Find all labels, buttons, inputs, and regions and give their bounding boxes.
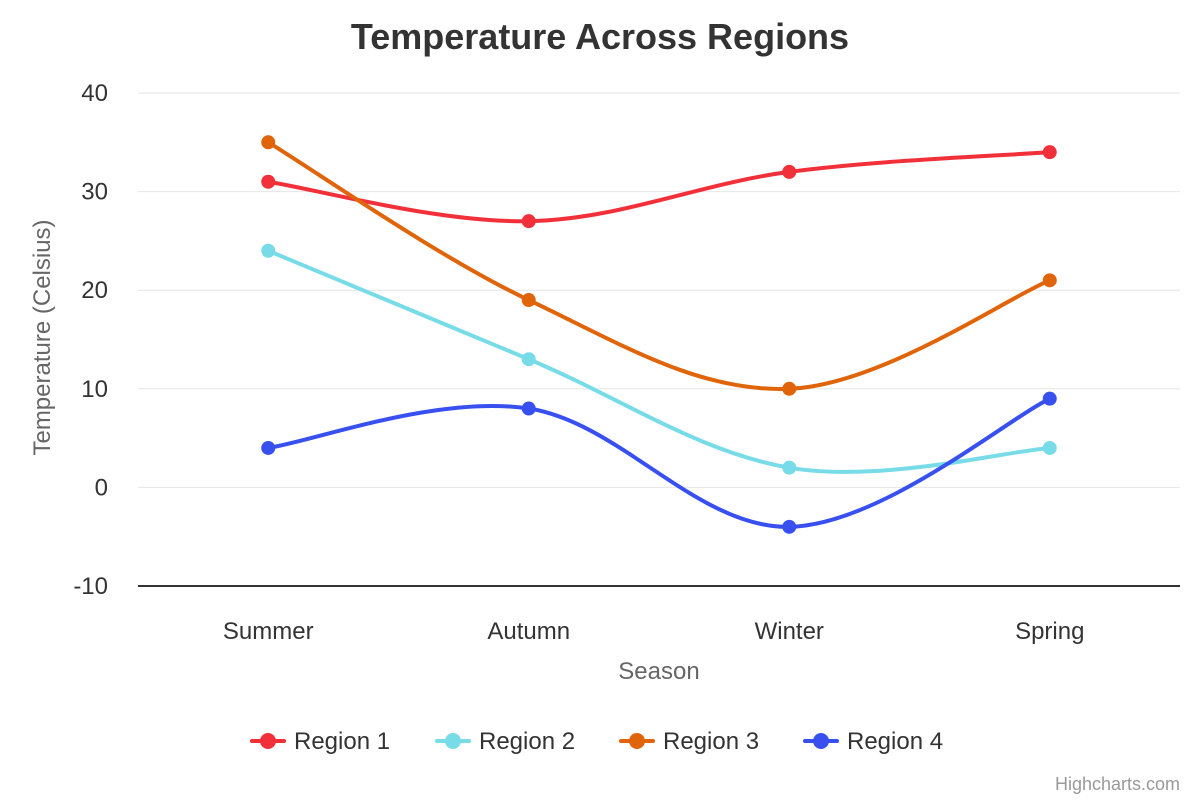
series-2 [261,243,1057,475]
y-tick-label: 20 [81,277,108,304]
data-point[interactable] [782,381,797,396]
x-axis-title: Season [618,658,699,685]
legend-item[interactable]: Region 4 [803,728,943,755]
legend-label: Region 4 [847,728,943,755]
y-tick-label: 10 [81,376,108,403]
chart-title: Temperature Across Regions [351,16,849,57]
series-1 [261,145,1057,229]
data-point[interactable] [782,164,797,179]
data-point[interactable] [782,460,797,475]
data-point[interactable] [1042,145,1057,160]
legend-item[interactable]: Region 3 [619,728,759,755]
data-point[interactable] [521,293,536,308]
x-tick-label: Winter [755,618,824,645]
y-tick-label: 40 [81,80,108,107]
y-axis-ticks: -10 0 10 20 30 40 [73,80,108,600]
legend: Region 1 Region 2 Region 3 Region 4 [250,728,943,755]
series-line [266,248,1052,474]
series-line [266,396,1052,529]
data-point[interactable] [1042,273,1057,288]
y-axis-title: Temperature (Celsius) [29,219,56,455]
x-tick-label: Summer [223,618,314,645]
data-point[interactable] [521,352,536,367]
data-point[interactable] [261,243,276,258]
plot-series [261,135,1057,534]
series-4 [261,391,1057,534]
series-3 [261,135,1057,396]
data-point[interactable] [521,401,536,416]
legend-marker [813,733,829,749]
x-tick-label: Spring [1015,618,1084,645]
legend-marker [445,733,461,749]
data-point[interactable] [261,440,276,455]
y-tick-label: 0 [95,474,108,501]
y-tick-label: -10 [73,573,108,600]
credits-link[interactable]: Highcharts.com [1055,774,1180,794]
legend-label: Region 3 [663,728,759,755]
x-tick-label: Autumn [487,618,570,645]
data-point[interactable] [1042,391,1057,406]
series-line [266,150,1052,224]
data-point[interactable] [782,519,797,534]
legend-label: Region 2 [479,728,575,755]
data-point[interactable] [261,135,276,150]
series-line [266,140,1052,391]
legend-item[interactable]: Region 2 [435,728,575,755]
legend-label: Region 1 [294,728,390,755]
data-point[interactable] [261,174,276,189]
legend-marker [260,733,276,749]
x-axis-ticks: Summer Autumn Winter Spring [223,618,1085,645]
legend-marker [629,733,645,749]
data-point[interactable] [1042,440,1057,455]
data-point[interactable] [521,214,536,229]
y-tick-label: 30 [81,179,108,206]
legend-item[interactable]: Region 1 [250,728,390,755]
